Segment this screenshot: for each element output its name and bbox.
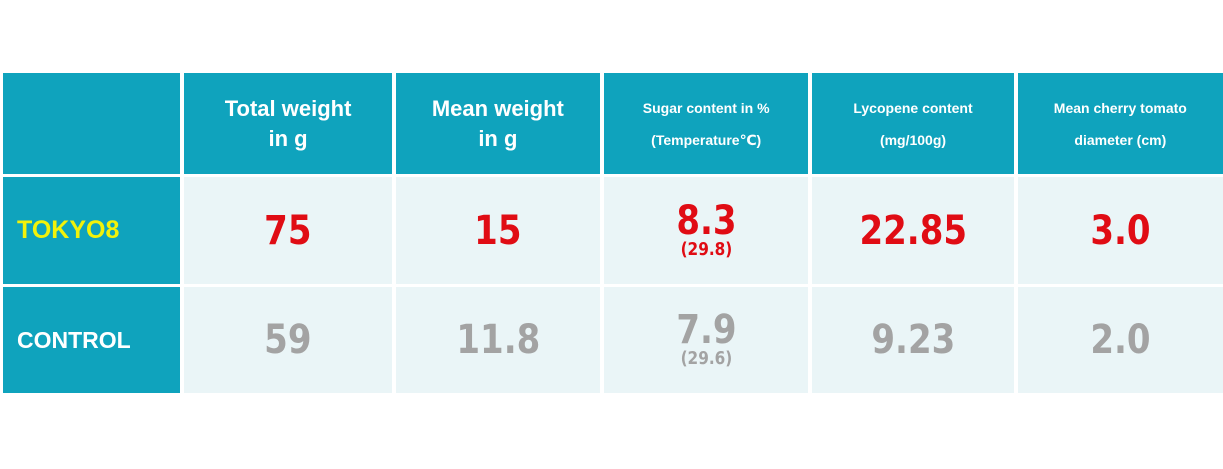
value-tokyo8-diameter: 3.0 <box>1090 207 1151 254</box>
header-total-weight-line2: in g <box>268 125 308 151</box>
header-mean-weight-line2: in g <box>478 125 518 151</box>
value-tokyo8-lycopene: 22.85 <box>859 207 967 254</box>
cell-control-lycopene: 9.23 <box>812 287 1014 393</box>
row-label-control: CONTROL <box>3 287 181 393</box>
header-mean-weight-line1: Mean weight <box>431 95 564 121</box>
header-sugar-line1: Sugar content in % <box>642 99 770 116</box>
cell-tokyo8-sugar: 8.3 (29.8) <box>604 177 809 284</box>
header-diameter-line2: diameter (cm) <box>1074 131 1167 148</box>
cell-tokyo8-mean-weight: 15 <box>395 177 601 284</box>
header-lycopene-line2: (mg/100g) <box>879 131 947 148</box>
value-control-lycopene: 9.23 <box>871 317 955 363</box>
header-diameter-line1: Mean cherry tomato <box>1053 99 1187 116</box>
table-header-row: Total weight in g Mean weight in g Sugar… <box>3 73 1223 174</box>
header-lycopene-content: Lycopene content (mg/100g) <box>812 73 1014 174</box>
value-tokyo8-mean-weight: 15 <box>474 207 522 254</box>
header-corner-cell <box>3 73 181 174</box>
value-tokyo8-total-weight: 75 <box>264 207 312 254</box>
header-total-weight: Total weight in g <box>184 73 392 174</box>
value-control-diameter: 2.0 <box>1090 317 1151 363</box>
header-sugar-line2: (Temperature℃) <box>651 131 762 148</box>
value-tokyo8-temperature: (29.8) <box>680 238 733 260</box>
table-row: CONTROL 59 11.8 7.9 (29.6) 9.23 2.0 <box>3 287 1223 393</box>
cell-control-total-weight: 59 <box>184 287 392 393</box>
row-label-tokyo8: TOKYO8 <box>3 177 181 284</box>
cell-tokyo8-lycopene: 22.85 <box>812 177 1014 284</box>
value-control-sugar: 7.9 <box>676 307 737 353</box>
header-lycopene-line1: Lycopene content <box>853 99 973 116</box>
value-control-total-weight: 59 <box>264 317 312 363</box>
header-mean-weight: Mean weight in g <box>395 73 601 174</box>
cell-control-sugar: 7.9 (29.6) <box>604 287 809 393</box>
cell-tokyo8-diameter: 3.0 <box>1017 177 1223 284</box>
header-diameter: Mean cherry tomato diameter (cm) <box>1017 73 1223 174</box>
cell-control-diameter: 2.0 <box>1017 287 1223 393</box>
header-total-weight-line1: Total weight <box>224 95 352 121</box>
header-sugar-content: Sugar content in % (Temperature℃) <box>604 73 809 174</box>
value-control-mean-weight: 11.8 <box>455 317 540 363</box>
value-tokyo8-sugar: 8.3 <box>676 197 737 244</box>
cell-tokyo8-total-weight: 75 <box>184 177 392 284</box>
table-row: TOKYO8 75 15 8.3 (29.8) 22.85 3.0 <box>3 177 1223 284</box>
comparison-table: Total weight in g Mean weight in g Sugar… <box>3 73 1223 393</box>
cell-control-mean-weight: 11.8 <box>395 287 601 393</box>
value-control-temperature: (29.6) <box>680 348 733 369</box>
